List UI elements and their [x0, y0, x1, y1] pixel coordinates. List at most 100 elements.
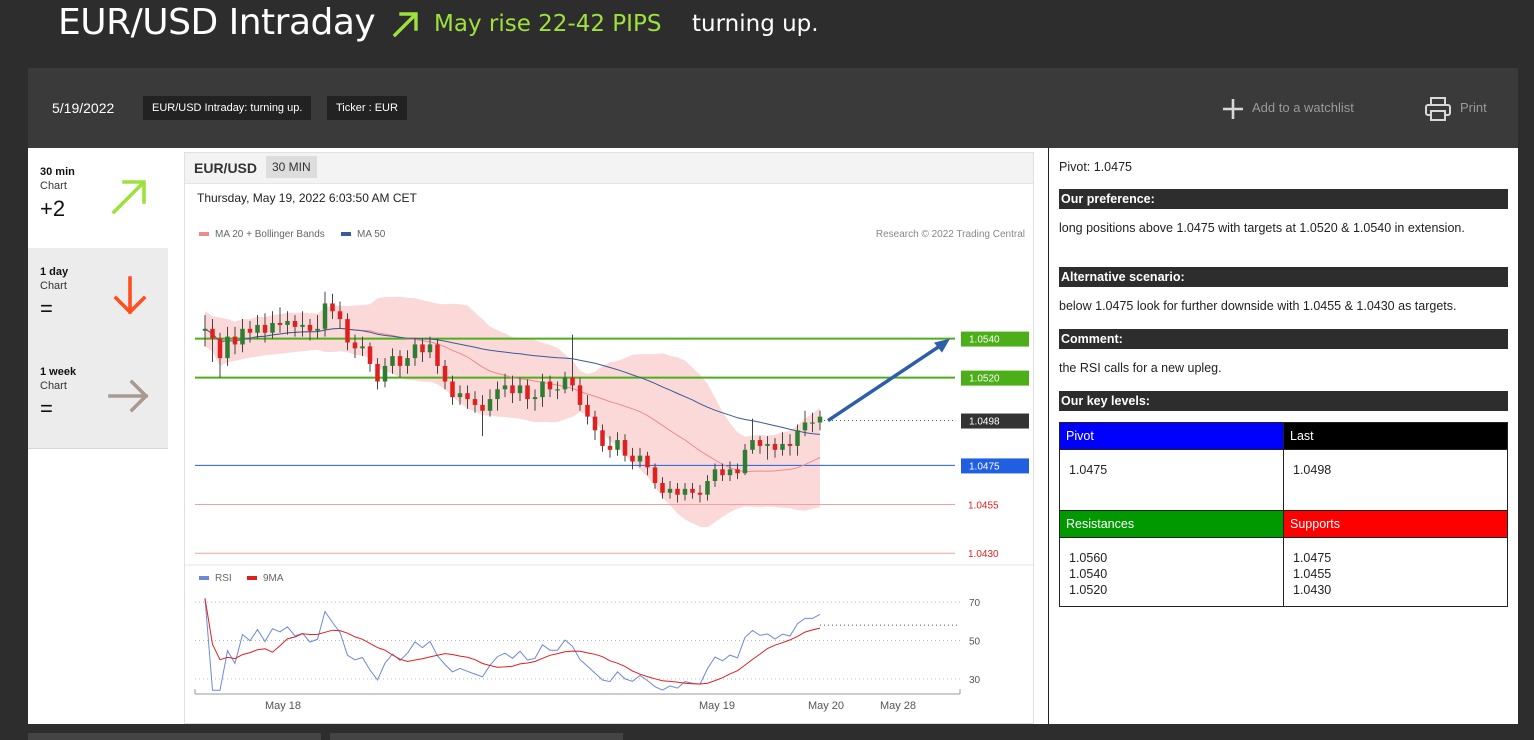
- candle: [495, 389, 500, 400]
- arrow-right-icon: [108, 379, 149, 413]
- key-levels-heading: Our key levels:: [1059, 391, 1508, 411]
- resistances-values: 1.0560 1.0540 1.0520: [1060, 538, 1283, 606]
- candle: [232, 336, 238, 345]
- candle: [735, 469, 740, 474]
- timeframe-sidebar: 30 min Chart +2 1 day Chart = 1 week Cha…: [28, 148, 168, 724]
- supports-values: 1.0475 1.0455 1.0430: [1284, 538, 1507, 606]
- rsi-tick-label: 50: [969, 637, 981, 648]
- rsi-ma-line: [204, 598, 821, 685]
- print-label: Print: [1460, 100, 1487, 115]
- timeframe-30min[interactable]: 30 min Chart +2: [28, 148, 168, 249]
- preference-text: long positions above 1.0475 with targets…: [1059, 221, 1465, 235]
- candle: [270, 322, 275, 333]
- candle: [600, 430, 605, 446]
- candle: [547, 381, 553, 390]
- rsi-line: [204, 598, 821, 691]
- candle: [255, 324, 260, 333]
- candle: [510, 385, 515, 394]
- resistance-value: 1.0540: [1069, 567, 1108, 581]
- timeframe-score: +2: [40, 196, 66, 221]
- candle: [487, 399, 493, 411]
- candle: [667, 488, 673, 493]
- candle: [352, 342, 358, 349]
- level-tag: [961, 413, 1029, 429]
- resistances-header-cell: Resistances: [1059, 510, 1284, 538]
- add-watchlist-button[interactable]: Add to a watchlist: [1222, 96, 1354, 120]
- timeframe-1day[interactable]: 1 day Chart =: [28, 248, 168, 349]
- candle: [442, 365, 448, 382]
- candle: [712, 469, 718, 482]
- candle: [427, 344, 433, 353]
- bottom-tab[interactable]: [28, 733, 321, 740]
- candle: [247, 328, 253, 333]
- arrow-down-icon: [113, 276, 147, 315]
- candle: [390, 356, 395, 366]
- timeframe-1week[interactable]: 1 week Chart =: [28, 348, 168, 449]
- candle: [765, 443, 770, 446]
- level-tag: [961, 331, 1029, 347]
- candle: [817, 416, 823, 423]
- support-value: 1.0455: [1293, 567, 1332, 581]
- title-chip: EUR/USD Intraday: turning up.: [143, 96, 312, 120]
- legend-ma50-label: MA 50: [357, 229, 386, 240]
- bottom-tab[interactable]: [330, 733, 623, 740]
- comment-heading: Comment:: [1059, 329, 1508, 349]
- chart-timeframe-badge[interactable]: 30 MIN: [266, 156, 317, 178]
- candle: [330, 303, 335, 312]
- add-watchlist-label: Add to a watchlist: [1252, 100, 1354, 115]
- candle: [720, 469, 725, 476]
- pivot-header: Pivot: [1060, 423, 1283, 449]
- candle: [750, 440, 755, 450]
- arrow-up-right-icon: [111, 180, 146, 215]
- print-button[interactable]: Print: [1424, 94, 1487, 122]
- legend-ma20: MA 20 + Bollinger Bands: [199, 229, 325, 240]
- candle: [322, 303, 328, 329]
- candle: [780, 443, 785, 450]
- comment-text: the RSI calls for a new upleg.: [1059, 361, 1222, 375]
- candle: [307, 324, 313, 331]
- candle: [480, 404, 485, 411]
- chart-symbol: EUR/USD: [194, 160, 258, 176]
- candle: [397, 356, 403, 366]
- price-chart-panel[interactable]: EUR/USD 30 MIN Thursday, May 19, 2022 6:…: [184, 152, 1034, 724]
- candle: [300, 324, 305, 327]
- last-value-cell: 1.0498: [1283, 449, 1508, 511]
- candle: [682, 488, 688, 495]
- resistances-header: Resistances: [1060, 511, 1283, 537]
- level-label: 1.0540: [969, 335, 1000, 346]
- candle: [202, 328, 208, 331]
- candle: [345, 319, 350, 343]
- chart-copyright: Research © 2022 Trading Central: [875, 229, 1025, 240]
- candle: [607, 445, 613, 450]
- candle: [810, 422, 815, 424]
- alternative-heading: Alternative scenario:: [1059, 267, 1508, 287]
- candle: [675, 488, 680, 495]
- pivot-text: Pivot: 1.0475: [1059, 160, 1132, 174]
- candle: [412, 344, 418, 359]
- arrow-up-right-icon: [392, 12, 418, 38]
- candle: [615, 440, 620, 450]
- main-content: 30 min Chart +2 1 day Chart = 1 week Cha…: [28, 148, 1518, 724]
- candle: [217, 338, 223, 359]
- candle: [645, 455, 650, 468]
- ticker-chip: Ticker : EUR: [327, 96, 407, 120]
- candle: [622, 440, 628, 456]
- resistance-value: 1.0520: [1069, 583, 1108, 597]
- direction-text: turning up.: [692, 11, 819, 37]
- candle: [367, 346, 373, 364]
- level-label: 1.0520: [969, 374, 1000, 385]
- candle: [660, 482, 665, 493]
- level-label: 1.0430: [968, 549, 999, 560]
- candle: [757, 440, 763, 446]
- candle: [420, 344, 425, 353]
- candle: [585, 404, 590, 417]
- pivot-header-cell: Pivot: [1059, 422, 1284, 450]
- candle: [532, 397, 538, 400]
- x-tick-label: May 18: [265, 700, 301, 712]
- candle: [517, 385, 523, 394]
- legend-rsi-label: RSI: [215, 573, 232, 584]
- legend-rsi: RSI: [199, 573, 232, 584]
- candle: [772, 443, 778, 450]
- candle: [337, 311, 343, 320]
- analysis-panel: Pivot: 1.0475 Our preference: long posit…: [1059, 148, 1508, 724]
